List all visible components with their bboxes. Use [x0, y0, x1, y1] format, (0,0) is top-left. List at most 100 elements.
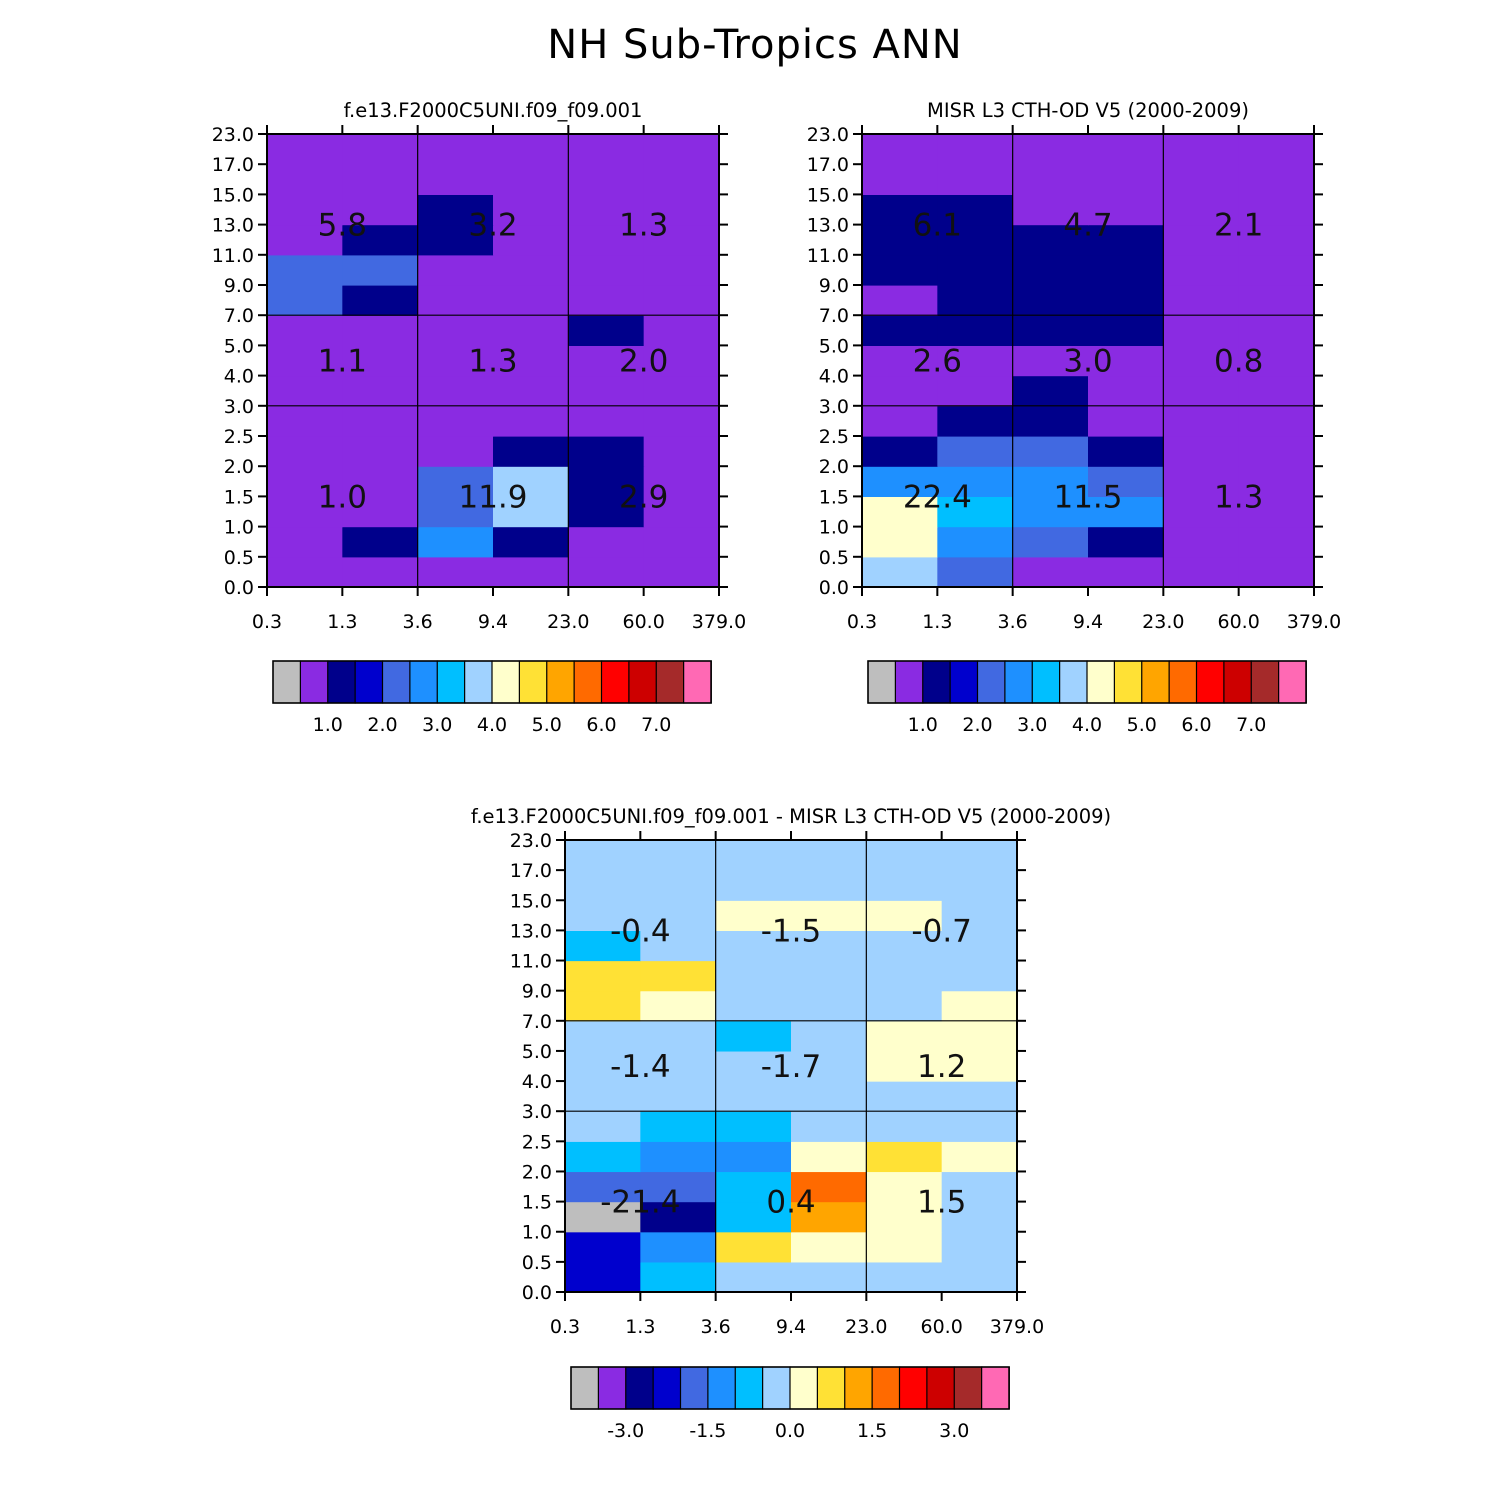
heatmap-cell	[565, 840, 641, 871]
region-total-label: -1.7	[761, 1049, 822, 1085]
x-tick-label: 9.4	[478, 611, 508, 633]
heatmap-cell	[1012, 436, 1089, 467]
heatmap-cell	[715, 1261, 792, 1293]
colorbar-tick-label: 7.0	[1236, 714, 1266, 736]
heatmap-cell	[1012, 496, 1089, 528]
colorbar-swatch	[436, 660, 466, 704]
heatmap-cell	[715, 1231, 792, 1263]
region-total-label: 1.2	[917, 1049, 966, 1085]
colorbar-tick-label: 7.0	[641, 714, 671, 736]
heatmap-cell	[1163, 224, 1240, 256]
heatmap-cell	[565, 1081, 641, 1112]
heatmap-cell	[1088, 556, 1164, 588]
colorbar-swatch	[272, 660, 302, 704]
heatmap-cell	[568, 526, 645, 558]
heatmap-cell	[1088, 194, 1164, 226]
colorbar-swatch	[981, 1366, 1010, 1410]
heatmap-cell	[1163, 315, 1240, 346]
heatmap-cell	[1238, 224, 1315, 256]
heatmap-cell	[1163, 254, 1240, 286]
colorbar-swatch	[894, 660, 924, 704]
heatmap-cell	[267, 285, 343, 316]
colorbar-tick-label: 1.0	[313, 714, 343, 736]
colorbar-tick-label: 6.0	[586, 714, 616, 736]
heatmap-cell	[640, 1141, 717, 1173]
y-tick-label: 3.0	[224, 396, 254, 418]
heatmap-cell	[417, 224, 494, 256]
heatmap-cell	[862, 436, 938, 467]
colorbar-swatch	[1195, 660, 1225, 704]
heatmap-cell	[791, 1020, 867, 1052]
region-total-label: 6.1	[913, 208, 962, 244]
heatmap-cell	[1088, 254, 1164, 286]
colorbar-swatch	[1250, 660, 1280, 704]
colorbar: 1.0 2.0 3.0 4.0 5.0 6.0 7.0	[867, 660, 1307, 736]
heatmap-cell	[866, 1081, 943, 1112]
colorbar: -3.0 -1.5 0.0 1.5 3.0	[570, 1366, 1010, 1442]
heatmap-cell	[640, 1111, 717, 1142]
y-tick-label: 2.5	[522, 1131, 552, 1153]
colorbar-swatch	[327, 660, 357, 704]
heatmap-cell	[941, 1141, 1018, 1173]
x-tick-label: 23.0	[845, 1316, 887, 1338]
y-tick-label: 9.0	[224, 275, 254, 297]
heatmap-cell	[417, 466, 494, 497]
heatmap-cell	[1012, 164, 1089, 195]
heatmap-cell	[640, 960, 717, 992]
colorbar-swatch	[546, 660, 576, 704]
heatmap-cell	[643, 194, 720, 226]
heatmap-cell	[715, 1171, 792, 1203]
region-total-label: 11.5	[1053, 479, 1122, 515]
x-tick-label: 379.0	[990, 1316, 1044, 1338]
heatmap-cell	[417, 164, 494, 195]
heatmap-cell	[267, 194, 343, 226]
y-tick-label: 13.0	[212, 215, 254, 237]
heatmap-cell	[643, 254, 720, 286]
heatmap-cell	[715, 840, 792, 871]
y-tick-label: 2.0	[224, 456, 254, 478]
heatmap-cell	[866, 1020, 943, 1052]
y-tick-label: 15.0	[510, 890, 552, 912]
heatmap-cell	[342, 345, 419, 377]
colorbar-swatch	[816, 1366, 846, 1410]
heatmap-cell	[937, 405, 1014, 437]
heatmap-cell	[267, 496, 343, 528]
heatmap-cell	[565, 1171, 641, 1203]
y-tick-label: 4.0	[819, 366, 849, 388]
heatmap-cell	[493, 194, 569, 226]
colorbar-tick-label: 1.0	[908, 714, 938, 736]
heatmap-cell	[342, 375, 419, 407]
colorbar-swatch	[683, 660, 712, 704]
heatmap-cell	[640, 1231, 717, 1263]
heatmap-cell	[791, 1201, 867, 1233]
heatmap-cell	[643, 375, 720, 407]
heatmap-cell	[342, 224, 419, 256]
heatmap-cell	[791, 1111, 867, 1142]
heatmap-cell	[493, 224, 569, 256]
heatmap-cell	[862, 405, 938, 437]
region-total-label: 1.3	[1214, 479, 1263, 515]
colorbar-tick-label: 3.0	[1017, 714, 1047, 736]
region-total-label: -0.4	[610, 913, 671, 949]
heatmap-cell	[937, 526, 1014, 558]
heatmap-cell	[941, 1020, 1018, 1052]
y-tick-label: 5.0	[819, 335, 849, 357]
heatmap-cell	[565, 900, 641, 931]
heatmap-cell	[640, 1050, 717, 1082]
heatmap-cell	[568, 556, 645, 588]
x-tick-label: 3.6	[701, 1316, 731, 1338]
heatmap-cell	[862, 526, 938, 558]
heatmap-cell	[1163, 556, 1240, 588]
x-tick-label: 9.4	[776, 1316, 806, 1338]
heatmap-cell	[640, 930, 717, 962]
heatmap-cell	[1163, 466, 1240, 497]
y-tick-label: 0.0	[819, 577, 849, 599]
heatmap-cell	[1163, 405, 1240, 437]
colorbar-swatch	[844, 1366, 874, 1410]
heatmap-cell	[640, 1020, 717, 1052]
heatmap-cell	[866, 870, 943, 901]
y-tick-label: 1.0	[224, 517, 254, 539]
y-tick-label: 1.5	[522, 1192, 552, 1214]
heatmap-cell	[417, 496, 494, 528]
heatmap-cell	[643, 164, 720, 195]
